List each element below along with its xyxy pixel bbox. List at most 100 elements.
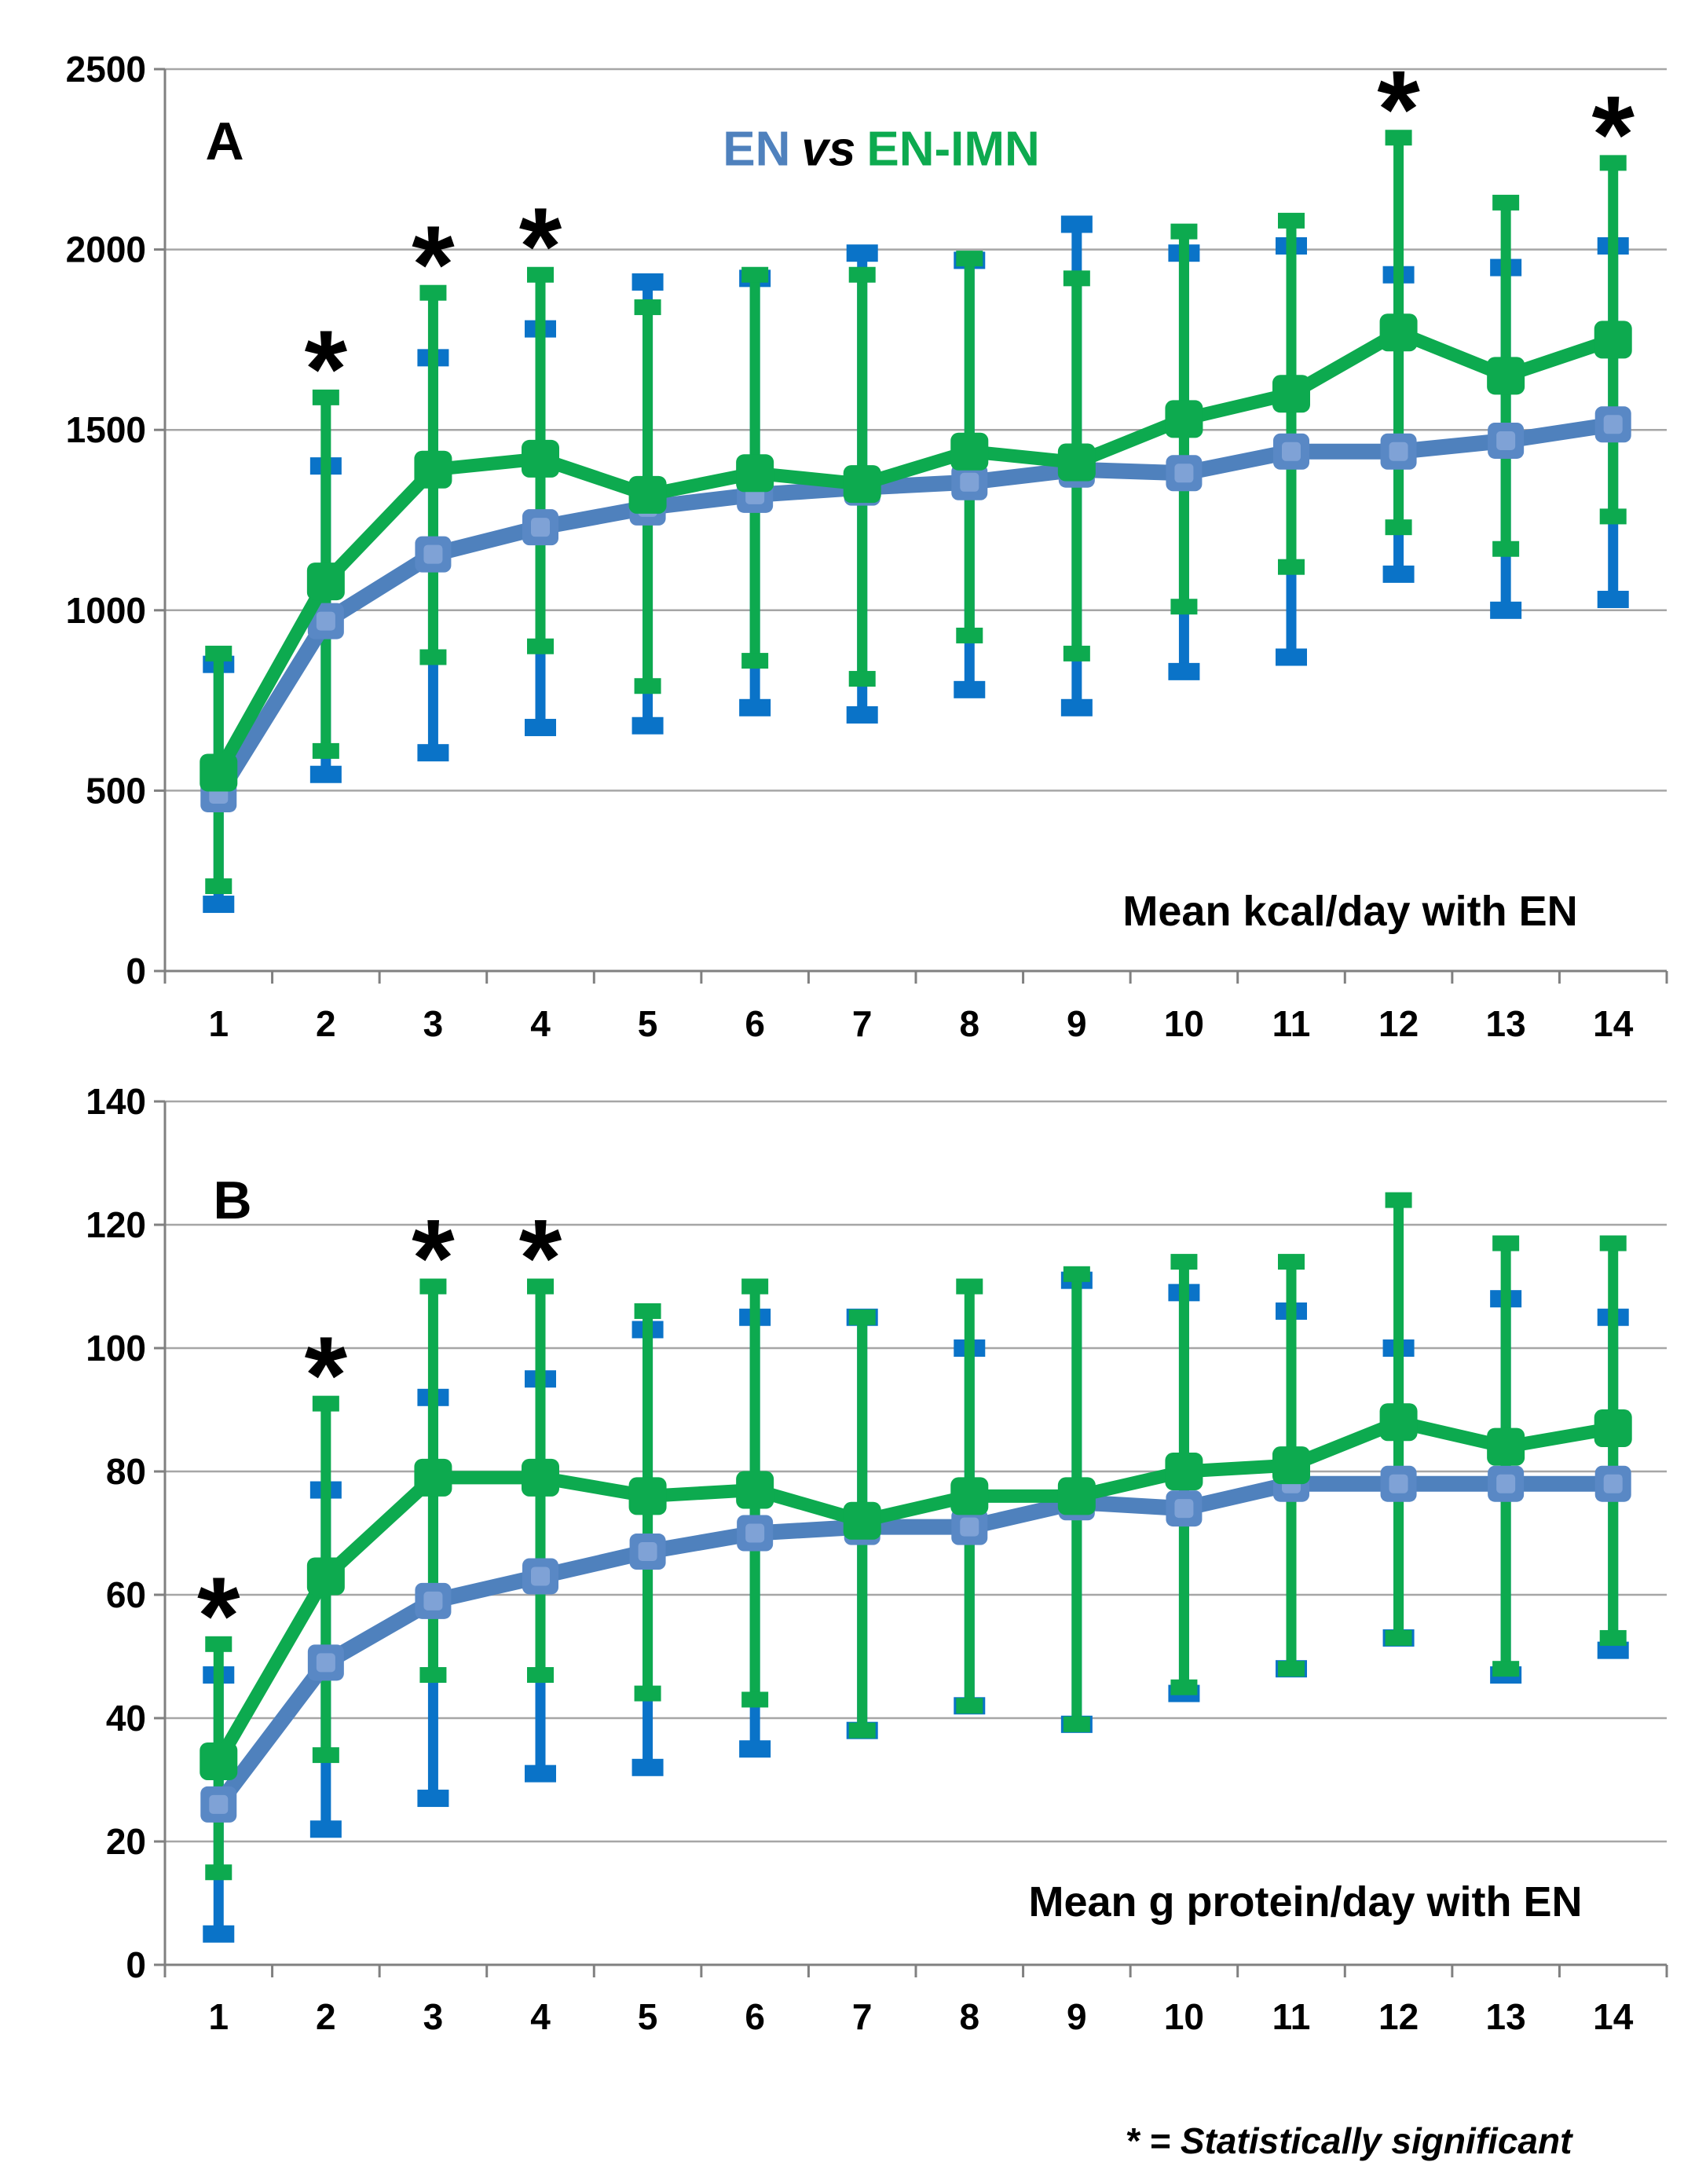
series-en-marker-inner: [1282, 442, 1301, 461]
y-tick-label: 100: [86, 1328, 146, 1369]
x-tick-label: 12: [1378, 1996, 1419, 2037]
error-bar-cap-bottom: [739, 698, 771, 716]
series-en-imn-marker: [736, 454, 774, 493]
footnote-asterisk: *: [1125, 2120, 1140, 2161]
y-tick-label: 0: [126, 951, 146, 991]
y-tick-label: 0: [126, 1944, 146, 1985]
significance-asterisk: *: [1377, 47, 1420, 170]
series-en-imn-marker: [522, 439, 559, 478]
error-bar-cap-bottom: [309, 1820, 342, 1838]
series-en-marker-inner: [1389, 442, 1408, 461]
series-en-imn-marker: [628, 1477, 667, 1515]
error-bar-cap-bottom: [1278, 1661, 1305, 1677]
x-tick-label: 14: [1593, 1003, 1634, 1044]
error-bar-cap-bottom: [1385, 519, 1412, 536]
error-bar-cap-bottom: [205, 878, 232, 895]
y-tick-label: 1000: [66, 590, 146, 631]
x-tick-label: 4: [530, 1996, 551, 2037]
error-bar-cap-bottom: [525, 1764, 556, 1783]
error-bar-cap-top: [741, 266, 769, 283]
error-bar-cap-bottom: [527, 1667, 554, 1684]
y-tick-label: 80: [106, 1451, 146, 1492]
x-tick-label: 5: [638, 1996, 658, 2037]
series-en-imn-marker: [1487, 1427, 1525, 1466]
series-en-marker-inner: [316, 1653, 335, 1673]
error-bar-cap-bottom: [848, 1722, 876, 1739]
x-tick-label: 10: [1164, 1996, 1204, 2037]
error-bar-cap-top: [312, 389, 339, 405]
series-en-marker-inner: [1496, 431, 1516, 450]
y-tick-label: 60: [106, 1574, 146, 1615]
series-en-imn-marker: [950, 432, 989, 471]
series-en-imn-marker: [628, 475, 667, 514]
y-tick-label: 20: [106, 1821, 146, 1862]
x-tick-label: 1: [208, 1996, 229, 2037]
error-bar-cap-bottom: [1490, 601, 1522, 619]
error-bar-cap-bottom: [954, 680, 986, 698]
x-tick-labels: 1 2 3 4 5 6 7 8 9 10 11 12 13 14: [208, 1003, 1633, 1044]
error-bar-cap-bottom: [312, 1747, 339, 1764]
series-en-marker-inner: [638, 1542, 657, 1562]
significance-asterisks: * * * * *: [305, 47, 1635, 431]
significance-footnote: * = Statistically significant: [1126, 2120, 1572, 2162]
legend-enimn-label: EN-IMN: [866, 122, 1040, 177]
series-en-marker-inner: [745, 1523, 765, 1543]
error-bar-cap-top: [956, 251, 983, 267]
y-tick-label: 1500: [66, 409, 146, 450]
error-bar-cap-top: [1492, 194, 1520, 211]
error-bar-cap-bottom: [1597, 591, 1629, 609]
error-bar-cap-top: [1385, 1192, 1412, 1208]
error-bar-cap-bottom: [1170, 1679, 1198, 1695]
error-bar-cap-bottom: [741, 653, 769, 669]
x-tick-label: 2: [316, 1996, 336, 2037]
x-tick-label: 13: [1486, 1996, 1526, 2037]
series-en-imn-marker: [522, 1458, 559, 1497]
error-bar-cap-top: [1063, 270, 1090, 287]
series-en-imn-marker: [414, 1458, 452, 1497]
error-bar-cap-top: [1060, 215, 1093, 233]
series-en-imn-marker: [306, 1557, 345, 1596]
x-tick-label: 6: [745, 1996, 765, 2037]
error-bar-cap-top: [419, 284, 447, 301]
series-en-imn-marker: [843, 1501, 881, 1540]
series-en-imn-marker: [1594, 321, 1632, 359]
error-bar-cap-bottom: [527, 638, 554, 654]
series-en-imn-marker: [1165, 400, 1203, 438]
significance-asterisk: *: [412, 1196, 455, 1320]
series-en-marker-inner: [531, 518, 550, 537]
y-tick-label: 40: [106, 1698, 146, 1739]
error-bar-cap-top: [1170, 223, 1198, 240]
panel-b-letter: B: [213, 1171, 252, 1230]
series-en-marker-inner: [1603, 1474, 1623, 1493]
series-en-imn-marker: [950, 1477, 989, 1515]
significance-asterisk: *: [519, 1196, 562, 1320]
legend-en-label: EN: [723, 122, 791, 177]
error-bar-cap-top: [956, 1278, 983, 1295]
x-tick-label: 3: [423, 1996, 444, 2037]
series-en: [200, 1465, 1631, 1823]
error-bar-cap-top: [1063, 1266, 1090, 1282]
series-en-imn: [200, 1403, 1632, 1780]
y-tick-label: 2500: [66, 49, 146, 90]
error-bar-cap-top: [527, 1278, 554, 1295]
series-en-marker-inner: [423, 544, 443, 564]
series-en-imn-marker: [736, 1471, 774, 1509]
significance-asterisk: *: [1591, 72, 1635, 196]
series-en-imn-marker: [200, 1742, 238, 1780]
x-tick-label: 7: [852, 1003, 873, 1044]
significance-asterisk: *: [197, 1554, 240, 1677]
significance-asterisk: *: [519, 185, 562, 308]
error-bar-cap-top: [632, 273, 664, 291]
series-en-imn-marker: [414, 450, 452, 489]
series-en-imn-marker: [843, 465, 881, 504]
gridlines: [165, 68, 1667, 792]
x-tick-label: 9: [1067, 1003, 1087, 1044]
x-tick-label: 8: [959, 1996, 979, 2037]
error-bar-cap-bottom: [1060, 698, 1093, 716]
x-tick-label: 1: [208, 1003, 229, 1044]
error-bar-cap-top: [848, 1309, 876, 1325]
error-bar-cap-bottom: [1063, 645, 1090, 661]
error-bar-cap-bottom: [741, 1691, 769, 1708]
legend-vs-label: vs: [801, 122, 856, 177]
